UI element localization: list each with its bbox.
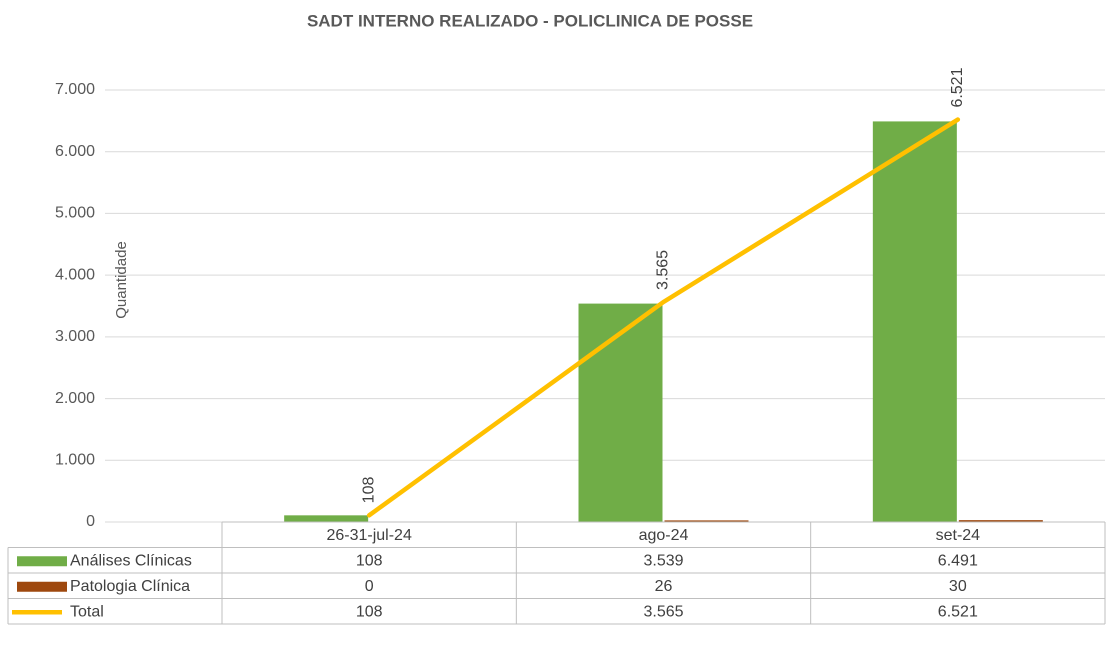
y-tick-label: 1.000: [55, 452, 95, 469]
bar: [284, 515, 369, 522]
y-axis-label: Quantidade: [113, 241, 130, 319]
y-tick-label: 4.000: [55, 266, 95, 283]
bar: [578, 303, 663, 522]
table-value: 6.491: [938, 552, 978, 569]
x-tick-label: ago-24: [639, 527, 689, 544]
data-label: 108: [360, 477, 377, 504]
y-tick-label: 3.000: [55, 328, 95, 345]
bar: [958, 520, 1043, 522]
bar: [872, 121, 957, 523]
x-tick-label: 26-31-jul-24: [326, 527, 411, 544]
data-label: 3.565: [655, 250, 672, 290]
bar: [664, 520, 749, 522]
table-value: 26: [655, 578, 673, 595]
line: [366, 117, 961, 518]
y-tick-label: 2.000: [55, 390, 95, 407]
table-value: 3.539: [643, 552, 683, 569]
legend-key: [17, 556, 67, 567]
table-value: 0: [365, 578, 374, 595]
table-value: 108: [356, 552, 383, 569]
table-value: 30: [949, 578, 967, 595]
legend-key: [17, 581, 67, 592]
legend-label: Total: [70, 603, 104, 620]
table-value: 6.521: [938, 603, 978, 620]
legend-label: Patologia Clínica: [70, 578, 190, 595]
data-label: 6.521: [949, 67, 966, 107]
table-value: 108: [356, 603, 383, 620]
table-value: 3.565: [643, 603, 683, 620]
y-tick-label: 5.000: [55, 205, 95, 222]
y-tick-label: 7.000: [55, 81, 95, 98]
x-tick-label: set-24: [936, 527, 981, 544]
legend-label: Análises Clínicas: [70, 552, 192, 569]
y-tick-label: 6.000: [55, 143, 95, 160]
y-tick-label: 0: [86, 513, 95, 530]
chart-title: SADT INTERNO REALIZADO - POLICLINICA DE …: [307, 11, 753, 30]
